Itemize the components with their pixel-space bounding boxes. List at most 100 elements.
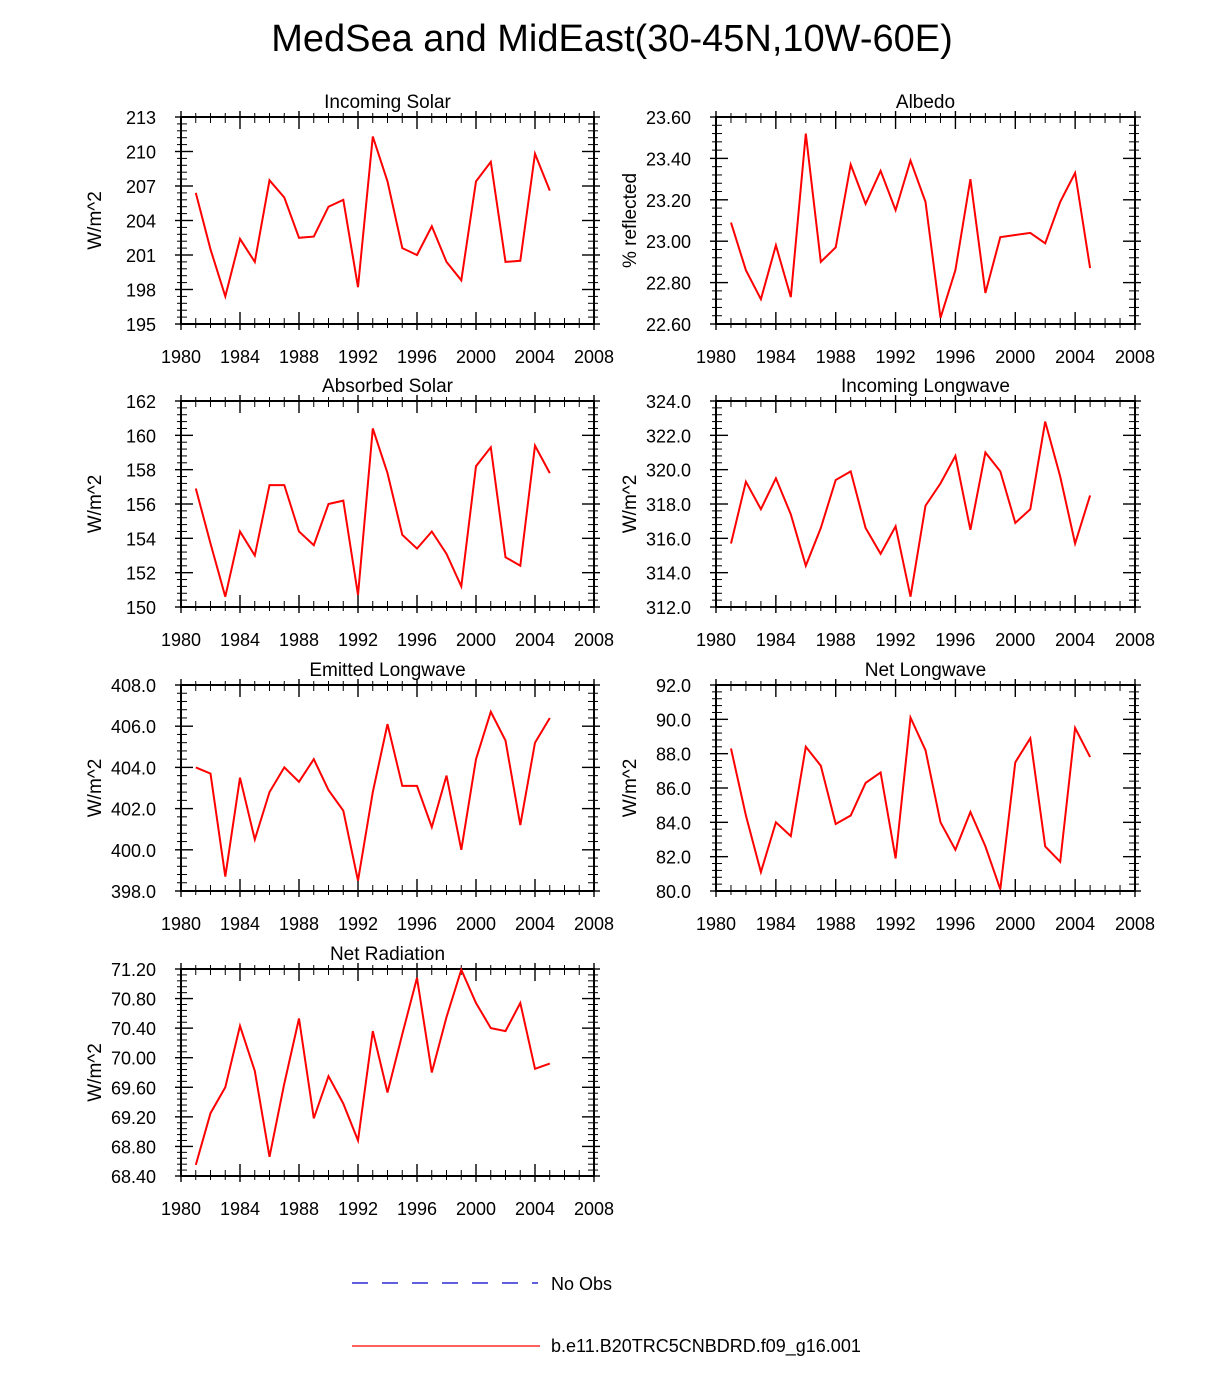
y-tick-label: 404.0 (111, 758, 156, 778)
plot-frame (180, 400, 595, 608)
series-line-albedo (730, 133, 1092, 319)
y-axis-label: W/m^2 (85, 191, 106, 250)
panel-net-radiation: Net Radiation W/m^2 68.40 68.80 69.20 69.60 70… (85, 944, 614, 1219)
x-tick-label: 1996 (397, 347, 437, 367)
y-tick-label: 398.0 (111, 882, 156, 902)
x-tick-label: 1980 (161, 914, 201, 934)
y-tick-label: 70.40 (111, 1019, 156, 1039)
y-tick-label: 69.20 (111, 1108, 156, 1128)
x-tick-label: 1980 (696, 630, 736, 650)
y-tick-label: 316.0 (646, 529, 691, 549)
y-axis-label: % reflected (620, 173, 641, 268)
y-tick-label: 150 (126, 598, 156, 618)
panel-absorbed-solar: Absorbed Solar W/m^2 150 152 154 156 158 160 162… (85, 376, 614, 650)
x-tick-label: 1980 (161, 630, 201, 650)
plot-frame (180, 116, 595, 325)
x-tick-label: 1984 (756, 630, 796, 650)
x-tick-label: 1992 (876, 630, 916, 650)
figure-title: MedSea and MidEast(30-45N,10W-60E) (271, 18, 953, 60)
x-tick-label: 2008 (574, 630, 614, 650)
x-tick-label: 2008 (574, 347, 614, 367)
y-tick-label: 156 (126, 495, 156, 515)
x-tick-label: 2000 (456, 630, 496, 650)
x-tick-label: 1988 (279, 347, 319, 367)
y-tick-label: 160 (126, 426, 156, 446)
series-line-net-radiation (194, 966, 551, 1166)
x-tick-label: 2000 (995, 347, 1035, 367)
x-tick-label: 2008 (1115, 347, 1155, 367)
x-tick-label: 1992 (338, 630, 378, 650)
panel-title: Net Longwave (865, 660, 986, 681)
y-tick-label: 88.0 (656, 745, 691, 765)
x-tick-label: 1984 (220, 630, 260, 650)
legend: No Obs b.e11.B20TRC5CNBDRD.f09_g16.001 (352, 1274, 861, 1357)
panel-incoming-longwave: Incoming Longwave W/m^2 312.0 314.0 316.0 318… (620, 376, 1155, 650)
panel-emitted-longwave: Emitted Longwave W/m^2 398.0 400.0 402.0 404.… (85, 660, 614, 934)
x-tick-label: 1980 (696, 347, 736, 367)
x-tick-label: 2008 (574, 914, 614, 934)
panel-title: Absorbed Solar (322, 376, 454, 397)
panel-net-longwave: Net Longwave W/m^2 80.0 82.0 84.0 86.0 88.0 90.… (620, 660, 1155, 934)
x-tick-label: 1992 (876, 347, 916, 367)
y-tick-label: 68.80 (111, 1137, 156, 1157)
y-tick-label: 23.40 (646, 149, 691, 169)
y-tick-label: 213 (126, 108, 156, 128)
y-tick-label: 195 (126, 315, 156, 335)
x-tick-label: 1980 (696, 914, 736, 934)
y-tick-label: 406.0 (111, 717, 156, 737)
x-tick-label: 2008 (1115, 914, 1155, 934)
x-tick-label: 1984 (756, 347, 796, 367)
x-tick-label: 1996 (935, 347, 975, 367)
x-tick-label: 1996 (397, 630, 437, 650)
y-tick-label: 68.40 (111, 1167, 156, 1187)
y-axis-label: W/m^2 (85, 1043, 106, 1102)
y-tick-label: 400.0 (111, 841, 156, 861)
series-line-incoming-longwave (730, 421, 1092, 597)
panel-title: Albedo (896, 92, 955, 113)
y-tick-label: 22.60 (646, 315, 691, 335)
y-tick-label: 23.60 (646, 108, 691, 128)
x-tick-label: 1984 (756, 914, 796, 934)
y-tick-label: 324.0 (646, 392, 691, 412)
y-tick-label: 152 (126, 564, 156, 584)
series-line-emitted-longwave (195, 709, 551, 881)
x-tick-label: 1988 (279, 914, 319, 934)
y-tick-label: 320.0 (646, 461, 691, 481)
y-tick-label: 90.0 (656, 710, 691, 730)
x-tick-label: 1988 (279, 630, 319, 650)
x-tick-label: 1996 (935, 630, 975, 650)
y-tick-label: 154 (126, 529, 156, 549)
y-tick-label: 198 (126, 281, 156, 301)
x-tick-label: 2000 (995, 914, 1035, 934)
y-axis-label: W/m^2 (620, 759, 641, 818)
x-tick-label: 2004 (1055, 347, 1095, 367)
plot-frame (180, 968, 595, 1177)
series-line-net-longwave (730, 713, 1091, 890)
panel-incoming-solar: Incoming Solar W/m^2 195 198 201 204 207 210 213… (85, 92, 614, 367)
y-tick-label: 23.20 (646, 191, 691, 211)
x-tick-label: 2000 (456, 1199, 496, 1219)
chart-panels: Incoming Solar W/m^2 195 198 201 204 207 210 213… (85, 92, 1155, 1219)
series-line-incoming-solar (194, 136, 551, 301)
y-tick-label: 82.0 (656, 848, 691, 868)
plot-frame (715, 116, 1136, 325)
y-axis-label: W/m^2 (85, 475, 106, 534)
x-tick-label: 1996 (397, 914, 437, 934)
x-tick-label: 1996 (935, 914, 975, 934)
x-tick-label: 2000 (456, 347, 496, 367)
y-tick-label: 204 (126, 212, 156, 232)
x-tick-label: 2004 (515, 630, 555, 650)
series-line-absorbed-solar (194, 428, 551, 597)
y-axis-label: W/m^2 (85, 759, 106, 818)
x-tick-label: 1988 (816, 914, 856, 934)
x-tick-label: 2000 (456, 914, 496, 934)
x-tick-label: 1988 (279, 1199, 319, 1219)
y-tick-label: 322.0 (646, 426, 691, 446)
y-tick-label: 23.00 (646, 232, 691, 252)
plot-frame (715, 684, 1136, 892)
x-tick-label: 2004 (1055, 630, 1095, 650)
y-tick-label: 318.0 (646, 495, 691, 515)
y-tick-label: 162 (126, 392, 156, 412)
x-tick-label: 2008 (574, 1199, 614, 1219)
